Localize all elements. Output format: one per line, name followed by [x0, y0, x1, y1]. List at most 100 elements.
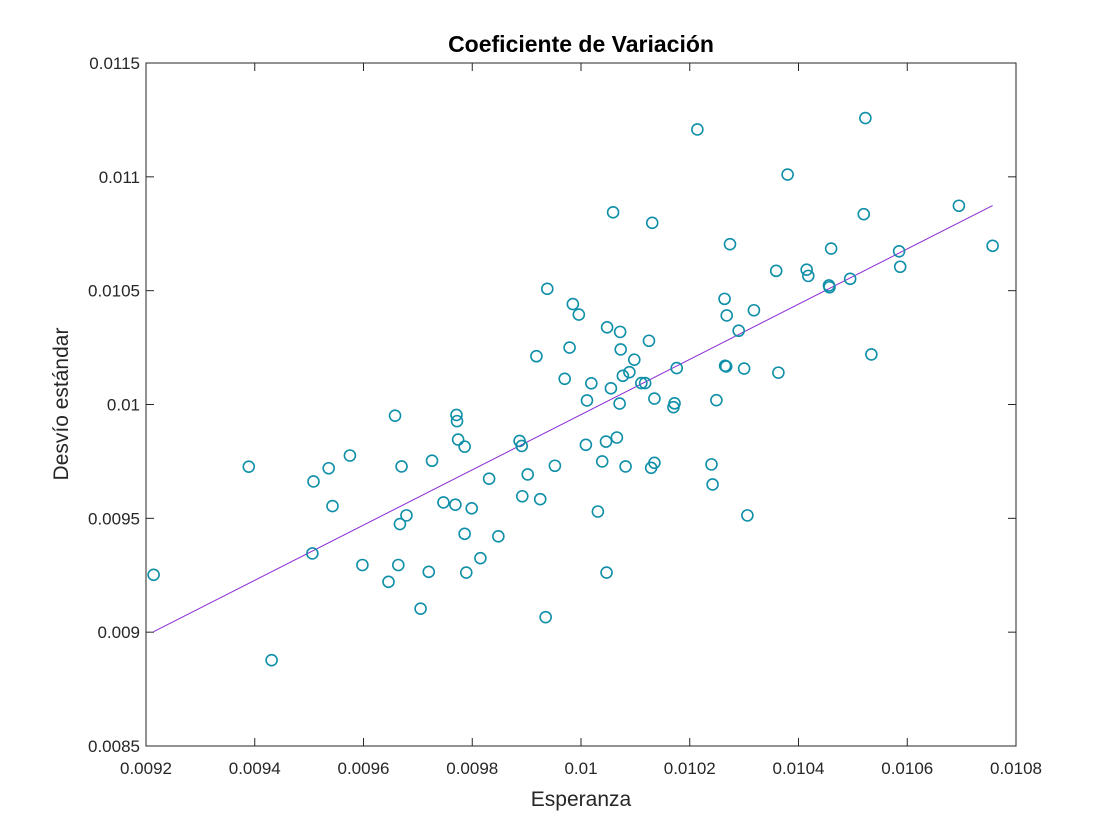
y-tick-label: 0.0105	[88, 282, 140, 301]
data-point	[572, 308, 586, 321]
data-point	[769, 264, 783, 278]
data-point	[824, 242, 838, 255]
data-point	[823, 280, 836, 294]
data-point	[600, 321, 614, 334]
data-point	[892, 244, 906, 258]
data-point	[492, 530, 505, 543]
data-point	[474, 551, 487, 565]
plot-border	[145, 62, 1017, 747]
data-point	[449, 498, 462, 511]
x-tick-label: 0.0108	[990, 759, 1042, 778]
data-point	[706, 478, 719, 491]
data-point	[326, 499, 339, 513]
x-tick-label: 0.0094	[229, 759, 281, 778]
data-point	[600, 566, 613, 579]
data-point	[414, 602, 427, 616]
data-point	[382, 575, 395, 589]
x-tick-label: 0.0102	[664, 759, 716, 778]
data-point	[627, 353, 641, 366]
chart-title: Coeficiente de Variación	[448, 31, 714, 57]
x-tick-label: 0.0096	[338, 759, 390, 778]
data-point	[343, 449, 357, 462]
data-point	[521, 468, 535, 481]
data-point	[691, 123, 704, 136]
data-point	[737, 362, 751, 375]
data-point	[459, 566, 473, 579]
y-tick-label: 0.0115	[89, 54, 140, 73]
data-point	[450, 408, 463, 422]
data-point	[356, 558, 369, 572]
data-point	[623, 365, 636, 379]
data-point	[720, 309, 734, 322]
data-point	[533, 492, 547, 506]
data-point	[648, 392, 661, 405]
data-point	[668, 397, 681, 410]
x-tick-label: 0.0106	[881, 759, 933, 778]
y-tick-label: 0.0095	[88, 509, 140, 528]
data-point	[772, 366, 785, 379]
data-point	[616, 369, 630, 383]
scatter-points	[147, 111, 999, 667]
data-point	[515, 439, 529, 453]
data-point	[450, 414, 464, 428]
data-point	[307, 475, 320, 488]
data-point	[425, 454, 439, 468]
data-point	[843, 272, 857, 286]
data-point	[515, 489, 529, 503]
data-point	[437, 496, 450, 509]
data-point	[613, 397, 626, 410]
data-point	[800, 263, 813, 277]
data-point	[599, 435, 613, 448]
x-tick-labels: 0.0092 0.0094 0.0096 0.0098 0.01 0.0102 0.0104…	[120, 759, 1042, 778]
data-point	[801, 269, 815, 283]
data-point	[859, 111, 872, 125]
data-point	[465, 502, 479, 515]
data-point	[952, 199, 966, 213]
data-point	[539, 610, 552, 624]
data-point	[580, 394, 594, 407]
data-point	[781, 168, 794, 181]
fit-line	[153, 205, 993, 633]
y-tick-label: 0.0085	[88, 737, 140, 756]
data-point	[638, 376, 652, 390]
data-point	[642, 334, 656, 348]
data-point	[585, 377, 598, 390]
data-point	[635, 376, 648, 390]
data-point	[710, 393, 723, 407]
data-point	[458, 527, 471, 541]
x-tick-label: 0.0098	[446, 759, 498, 778]
data-point	[865, 348, 878, 361]
y-tick-label: 0.01	[107, 396, 140, 415]
y-tick-label: 0.009	[97, 623, 140, 642]
data-point	[613, 325, 627, 339]
data-point	[719, 360, 733, 373]
data-point	[579, 438, 593, 452]
data-point	[388, 409, 402, 422]
data-point	[563, 341, 576, 354]
data-point	[147, 568, 160, 582]
data-point	[619, 460, 632, 473]
data-point	[400, 509, 413, 522]
data-point	[648, 456, 661, 470]
data-point	[458, 440, 471, 453]
data-point	[566, 297, 580, 311]
data-point	[604, 382, 618, 395]
data-point	[595, 455, 609, 468]
data-point	[482, 472, 496, 486]
x-tick-label: 0.0092	[120, 759, 172, 778]
data-point	[548, 459, 562, 473]
x-tick-label: 0.01	[564, 759, 597, 778]
data-point	[857, 207, 871, 221]
data-point	[306, 547, 319, 560]
data-point	[606, 206, 620, 219]
data-point	[645, 216, 659, 230]
data-point	[451, 433, 465, 446]
data-point	[422, 565, 436, 579]
data-point	[265, 653, 278, 667]
data-point	[718, 292, 731, 306]
data-point	[395, 460, 408, 473]
data-point	[610, 431, 624, 444]
data-point	[670, 361, 684, 375]
data-point	[530, 349, 543, 363]
data-point	[747, 303, 761, 317]
